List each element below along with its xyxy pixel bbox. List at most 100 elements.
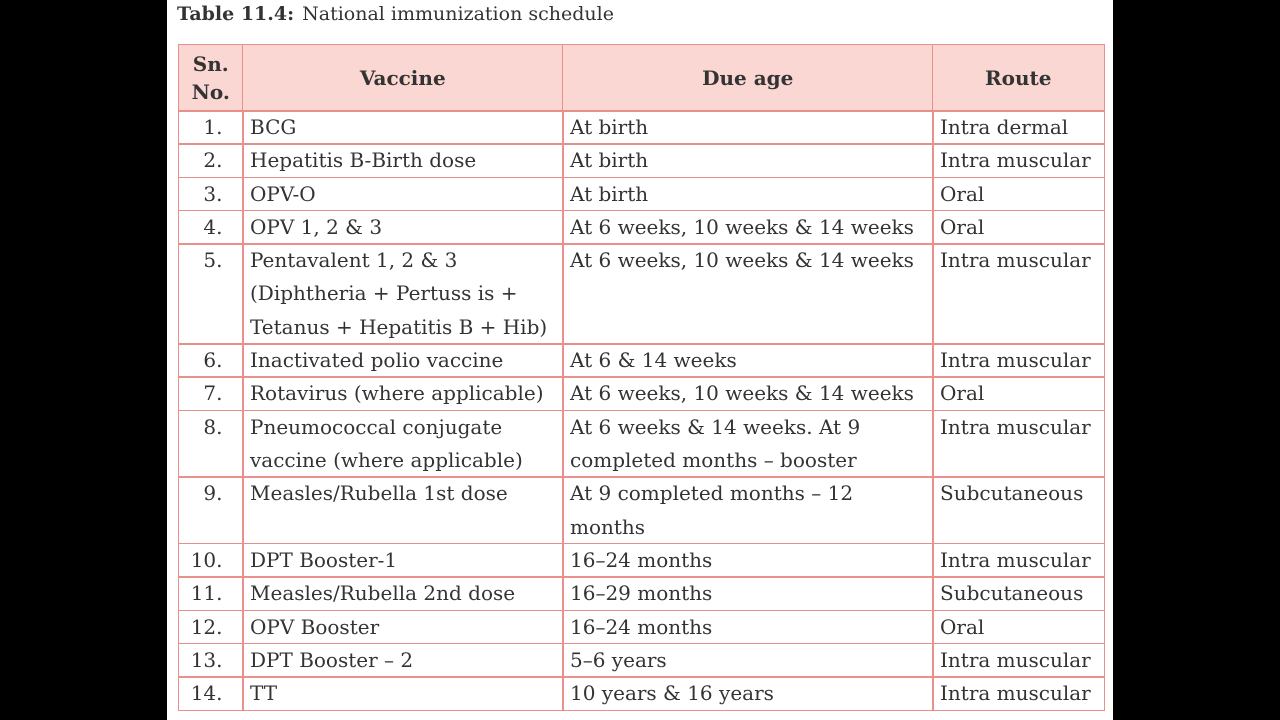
cell-line: 2. <box>203 148 223 173</box>
cell-line: At 9 completed months – 12 <box>570 481 854 506</box>
cell-line: At birth <box>570 115 649 139</box>
sn-cell: 6. <box>178 343 244 378</box>
route-cell: Oral <box>932 609 1105 645</box>
cell-line: At 6 weeks, 10 weeks & 14 weeks <box>570 214 914 239</box>
cell-line: 10. <box>190 547 223 572</box>
caption-text: National immunization schedule <box>302 3 614 25</box>
cell-line: Intra muscular <box>940 414 1091 439</box>
cell-line: Hepatitis B-Birth dose <box>250 148 477 173</box>
cell-line: TT <box>250 681 278 706</box>
sn-cell: 12. <box>178 609 244 645</box>
cell-line: At birth <box>570 181 649 206</box>
vaccine-cell: Pentavalent 1, 2 & 3 (Diphtheria + Pertus… <box>242 243 564 345</box>
route-cell: Intra muscular <box>932 409 1105 478</box>
vaccine-cell: Pneumococcal conjugate vaccine (where app… <box>242 409 564 478</box>
header-cell: Route <box>932 44 1105 112</box>
cell-line: 7. <box>203 381 223 406</box>
cell-line: At birth <box>570 148 649 173</box>
route-cell: Intra muscular <box>932 542 1105 578</box>
cell-line: Intra muscular <box>940 148 1091 173</box>
vaccine-cell: Hepatitis B-Birth dose <box>242 143 564 179</box>
cell-line: At 6 & 14 weeks <box>570 348 737 373</box>
sn-cell: 3. <box>178 176 244 212</box>
route-cell: Intra muscular <box>932 642 1105 678</box>
cell-line: Tetanus + Hepatitis B + Hib) <box>250 314 548 339</box>
cell-line: 6. <box>203 348 223 373</box>
due-age-cell: 5–6 years <box>562 642 934 678</box>
vaccine-cell: BCG <box>242 110 564 145</box>
cell-line: Intra muscular <box>940 647 1091 672</box>
page: Table 11.4: National immunization schedul… <box>167 0 1113 720</box>
cell-line: 1. <box>203 115 223 139</box>
cell-line: Intra muscular <box>940 681 1091 706</box>
cell-line: Subcutaneous <box>940 481 1084 506</box>
route-cell: Intra muscular <box>932 243 1105 345</box>
cell-line: 9. <box>203 481 223 506</box>
cell-line: Sn. <box>192 51 229 76</box>
route-cell: Intra muscular <box>932 143 1105 179</box>
cell-line: At 6 weeks, 10 weeks & 14 weeks <box>570 381 914 406</box>
cell-line: 14. <box>190 681 223 706</box>
sn-cell: 14. <box>178 676 244 711</box>
cell-line: Oral <box>940 181 985 206</box>
header-cell: Due age <box>562 44 934 112</box>
due-age-cell: 16–24 months <box>562 542 934 578</box>
route-cell: Oral <box>932 176 1105 212</box>
cell-line: OPV 1, 2 & 3 <box>250 214 383 239</box>
cell-line: Intra dermal <box>940 115 1069 139</box>
due-age-cell: At birth <box>562 110 934 145</box>
cell-line: Intra muscular <box>940 348 1091 373</box>
cell-line: 12. <box>190 614 223 639</box>
cell-line: 13. <box>190 647 223 672</box>
cell-line: Vaccine <box>359 65 446 90</box>
cell-line: (Diphtheria + Pertuss is + <box>250 281 518 306</box>
sn-cell: 2. <box>178 143 244 179</box>
vaccine-cell: Inactivated polio vaccine <box>242 343 564 378</box>
due-age-cell: At 6 weeks & 14 weeks. At 9 completed mon… <box>562 409 934 478</box>
due-age-cell: At 6 weeks, 10 weeks & 14 weeks <box>562 243 934 345</box>
cell-line: Subcutaneous <box>940 581 1084 606</box>
sn-cell: 10. <box>178 542 244 578</box>
header-cell: Vaccine <box>242 44 564 112</box>
due-age-cell: At 6 & 14 weeks <box>562 343 934 378</box>
cell-line: Pneumococcal conjugate <box>250 414 503 439</box>
due-age-cell: 16–24 months <box>562 609 934 645</box>
cell-line: 16–24 months <box>570 614 713 639</box>
cell-line: Inactivated polio vaccine <box>250 348 504 373</box>
route-cell: Subcutaneous <box>932 576 1105 611</box>
caption-label: Table 11.4: <box>177 3 295 25</box>
due-age-cell: At 9 completed months – 12 months <box>562 476 934 545</box>
cell-line: 3. <box>203 181 223 206</box>
cell-line: Pentavalent 1, 2 & 3 <box>250 248 458 273</box>
route-cell: Intra muscular <box>932 343 1105 378</box>
due-age-cell: At 6 weeks, 10 weeks & 14 weeks <box>562 376 934 412</box>
vaccine-cell: Measles/Rubella 1st dose <box>242 476 564 545</box>
cell-line: Measles/Rubella 1st dose <box>250 481 508 506</box>
cell-line: 16–24 months <box>570 547 713 572</box>
cell-line: BCG <box>250 115 297 139</box>
cell-line: vaccine (where applicable) <box>250 447 523 472</box>
cell-line: DPT Booster-1 <box>250 547 398 572</box>
cell-line: 5–6 years <box>570 647 667 672</box>
cell-line: Due age <box>702 65 794 90</box>
cell-line: Route <box>985 65 1052 90</box>
header-cell: Sn. No. <box>178 44 244 112</box>
cell-line: DPT Booster – 2 <box>250 647 414 672</box>
sn-cell: 11. <box>178 576 244 611</box>
route-cell: Oral <box>932 209 1105 245</box>
sn-cell: 4. <box>178 209 244 245</box>
vaccine-cell: Measles/Rubella 2nd dose <box>242 576 564 611</box>
sn-cell: 5. <box>178 243 244 345</box>
vaccine-cell: DPT Booster – 2 <box>242 642 564 678</box>
cell-line: OPV Booster <box>250 614 380 639</box>
vaccine-cell: OPV Booster <box>242 609 564 645</box>
vaccine-cell: DPT Booster-1 <box>242 542 564 578</box>
sn-cell: 13. <box>178 642 244 678</box>
due-age-cell: 16–29 months <box>562 576 934 611</box>
cell-line: 8. <box>203 414 223 439</box>
cell-line: 4. <box>203 214 223 239</box>
cell-line: No. <box>191 79 230 104</box>
cell-line: 5. <box>203 248 223 273</box>
vaccine-cell: TT <box>242 676 564 711</box>
route-cell: Oral <box>932 376 1105 412</box>
